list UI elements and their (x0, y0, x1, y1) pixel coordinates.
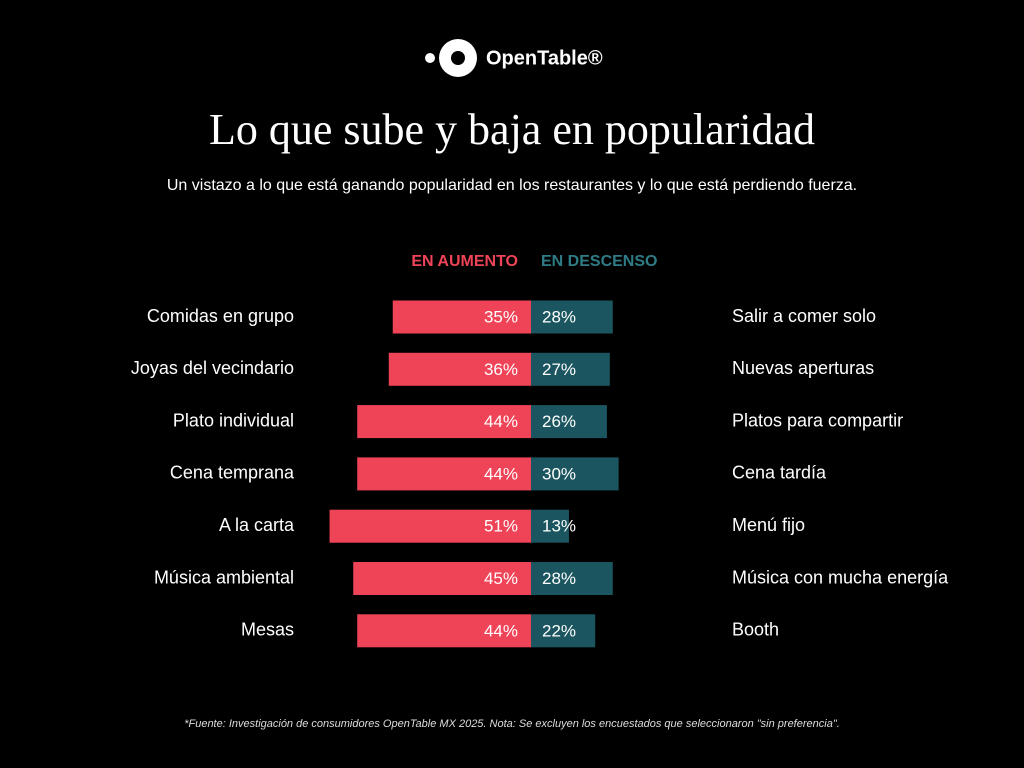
legend-label: EN AUMENTO (411, 253, 518, 270)
logo-hole (451, 51, 465, 65)
category-label: Cena temprana (170, 463, 295, 483)
category-label: Menú fijo (732, 515, 805, 535)
bar (531, 300, 613, 334)
bar (531, 405, 607, 439)
legend-label: EN DESCENSO (541, 253, 657, 270)
value-label: 28% (542, 569, 576, 588)
value-label: 51% (484, 517, 518, 536)
value-label: 35% (484, 307, 518, 326)
brand: OpenTable® (486, 47, 603, 69)
value-label: 44% (484, 412, 518, 431)
chart-subtitle: Un vistazo a lo que está ganando popular… (167, 177, 857, 194)
category-label: Música con mucha energía (732, 567, 949, 587)
bar (353, 562, 531, 595)
value-label: 44% (484, 621, 518, 640)
category-label: Joyas del vecindario (131, 358, 294, 378)
logo-dot (425, 53, 435, 63)
value-label: 27% (542, 360, 576, 379)
bar (531, 614, 596, 648)
category-label: Cena tardía (732, 463, 827, 483)
value-label: 28% (542, 307, 576, 326)
bar (392, 300, 531, 334)
bar (388, 352, 531, 386)
value-label: 36% (484, 360, 518, 379)
category-label: Música ambiental (154, 567, 294, 587)
category-label: Comidas en grupo (147, 306, 294, 326)
logo (425, 39, 477, 77)
value-label: 26% (542, 412, 576, 431)
chart-title: Lo que sube y baja en popularidad (209, 105, 815, 154)
value-label: 30% (542, 464, 576, 483)
footnote: *Fuente: Investigación de consumidores O… (184, 718, 840, 730)
bar (357, 614, 531, 648)
bar (357, 405, 531, 439)
category-label: Salir a comer solo (732, 306, 876, 326)
bar (531, 562, 613, 595)
category-label: Nuevas aperturas (732, 358, 874, 378)
category-label: A la carta (219, 515, 295, 535)
bar (531, 509, 569, 543)
bar (357, 457, 531, 491)
bar (531, 352, 610, 386)
category-label: Booth (732, 620, 779, 640)
value-label: 44% (484, 464, 518, 483)
category-label: Platos para compartir (732, 410, 903, 430)
value-label: 45% (484, 569, 518, 588)
bar (531, 457, 619, 491)
value-label: 13% (542, 517, 576, 536)
category-label: Plato individual (173, 410, 294, 430)
bar (329, 509, 531, 543)
category-label: Mesas (241, 620, 294, 640)
value-label: 22% (542, 621, 576, 640)
